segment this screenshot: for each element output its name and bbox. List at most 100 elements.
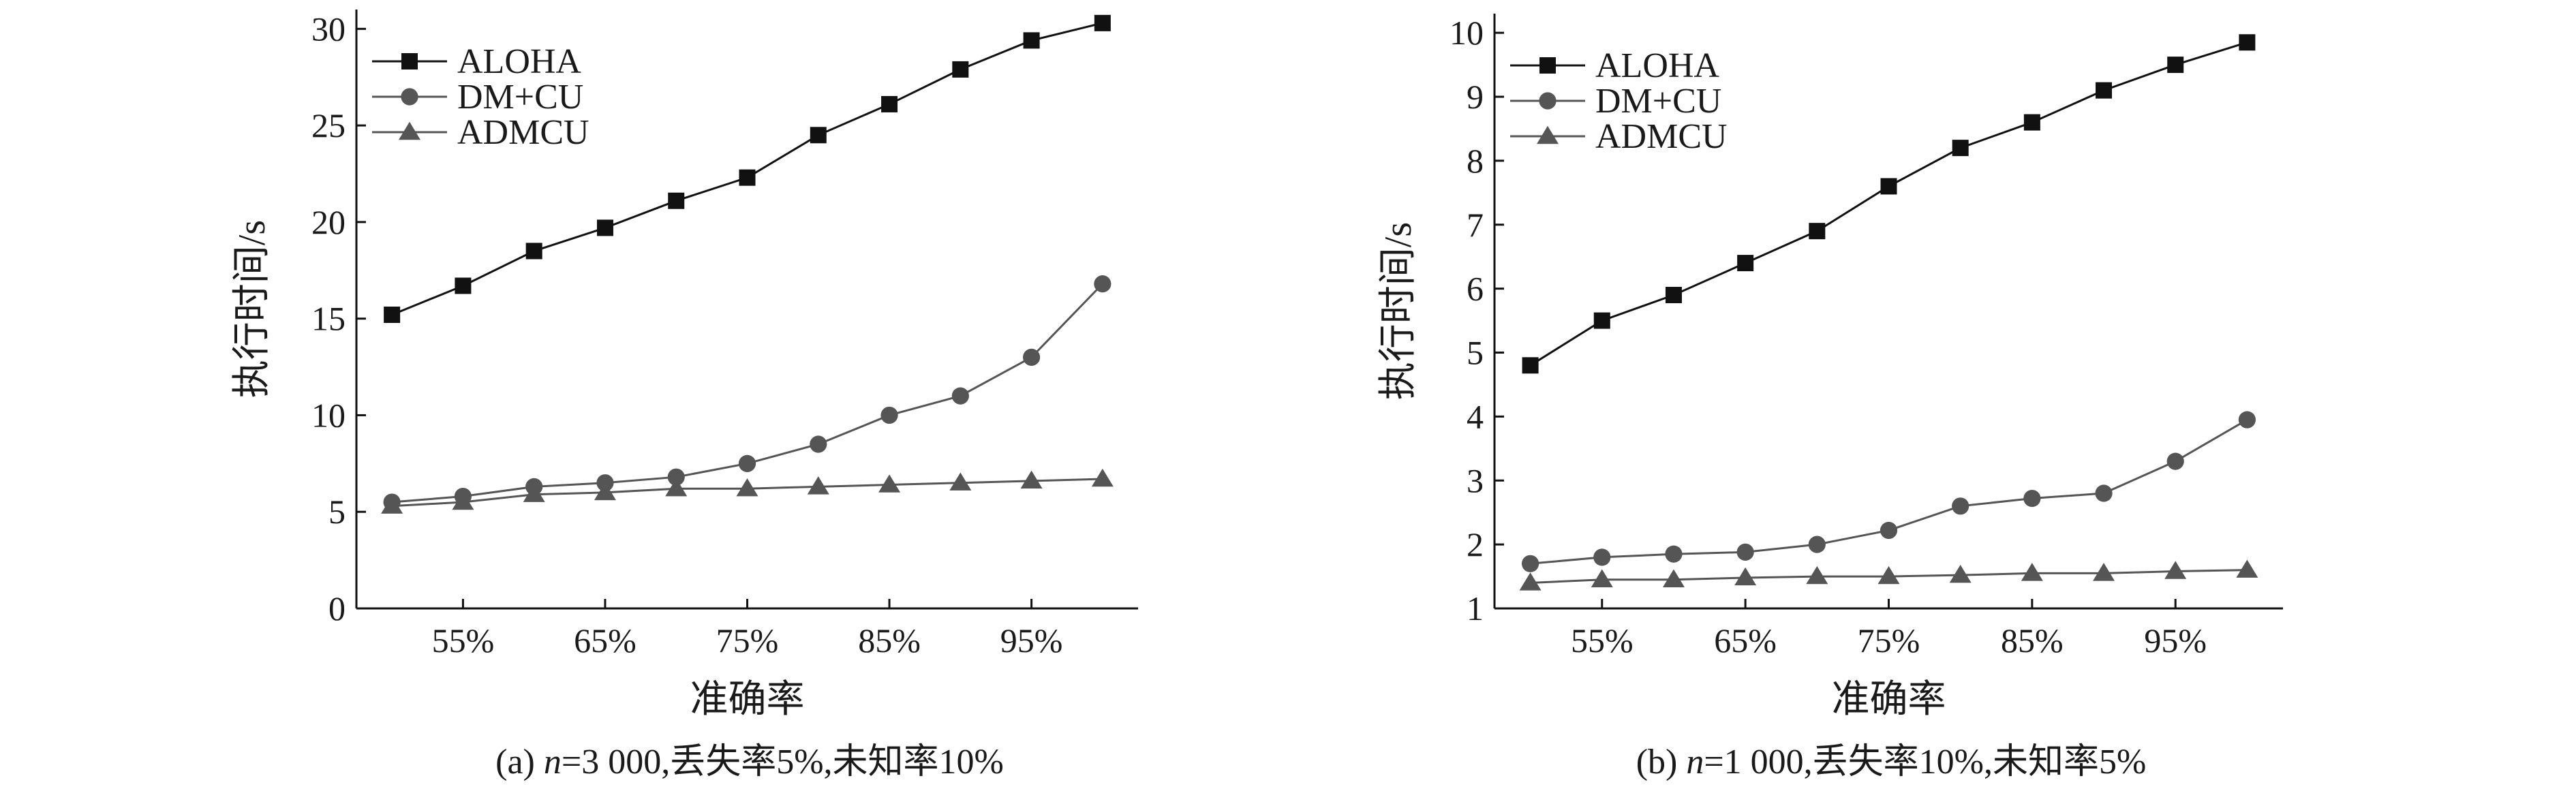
series-dm-cu — [1521, 411, 2256, 572]
data-point — [1521, 555, 1539, 572]
y-tick-label: 25 — [311, 106, 346, 144]
series-admcu — [381, 468, 1114, 514]
legend-marker — [1539, 57, 1556, 74]
data-point — [810, 127, 827, 144]
x-axis-label: 准确率 — [690, 679, 805, 721]
data-point — [455, 277, 472, 294]
y-tick-label: 10 — [311, 396, 346, 434]
data-point — [1952, 497, 1969, 515]
x-tick-label: 85% — [858, 621, 921, 660]
data-point — [2167, 57, 2184, 74]
x-tick-label: 95% — [2144, 621, 2207, 660]
data-point — [2238, 411, 2256, 429]
x-tick-label: 65% — [574, 621, 637, 660]
data-point — [1091, 468, 1114, 487]
data-point — [1665, 287, 1682, 304]
y-tick-label: 6 — [1467, 270, 1484, 308]
data-point — [881, 95, 898, 112]
series-aloha — [1522, 34, 2256, 374]
data-point — [1949, 564, 1972, 583]
data-point — [1593, 548, 1611, 566]
y-tick-label: 1 — [1467, 589, 1484, 627]
data-point — [2021, 563, 2043, 581]
data-point — [594, 482, 616, 501]
data-point — [1737, 255, 1754, 272]
data-point — [738, 454, 756, 472]
data-point — [1880, 521, 1898, 540]
data-point — [1662, 569, 1685, 587]
legend-label: ADMCU — [1595, 117, 1728, 156]
data-point — [665, 478, 688, 497]
legend-marker — [399, 121, 420, 140]
x-tick-label: 75% — [1858, 621, 1920, 660]
data-point — [1522, 357, 1539, 374]
data-point — [736, 478, 758, 497]
data-point — [2023, 489, 2041, 508]
caption-text: =1 000,丢失率10%,未知率5% — [1704, 743, 2146, 781]
data-point — [949, 472, 972, 491]
caption-variable: n — [544, 743, 562, 781]
data-point — [1880, 178, 1897, 195]
x-tick-label: 85% — [2001, 621, 2064, 660]
x-tick-label: 65% — [1714, 621, 1777, 660]
data-point — [523, 484, 545, 502]
data-point — [1809, 223, 1826, 240]
data-point — [2166, 452, 2184, 470]
data-point — [2093, 563, 2115, 581]
data-point — [880, 406, 898, 424]
y-tick-label: 8 — [1467, 142, 1484, 180]
series-admcu — [1519, 559, 2258, 591]
y-tick-label: 0 — [328, 589, 346, 627]
data-point — [952, 61, 969, 78]
data-point — [1734, 567, 1757, 586]
y-tick-label: 7 — [1467, 206, 1484, 244]
data-point — [1736, 543, 1754, 561]
x-tick-label: 95% — [1000, 621, 1063, 660]
data-point — [1877, 565, 1900, 585]
caption-text: =3 000,丢失率5%,未知率10% — [562, 743, 1004, 781]
y-tick-label: 20 — [311, 203, 346, 241]
data-point — [1519, 572, 1542, 591]
data-point — [452, 491, 474, 510]
data-point — [381, 495, 403, 514]
data-point — [667, 468, 685, 486]
data-point — [525, 243, 542, 260]
y-axis-label: 执行时间/s — [231, 220, 273, 398]
series-dm-cu — [383, 275, 1111, 511]
data-point — [1952, 140, 1969, 157]
legend-marker — [401, 88, 418, 106]
data-point — [739, 169, 756, 186]
legend-label: DM+CU — [457, 78, 583, 117]
data-point — [1591, 569, 1613, 587]
legend-marker — [1539, 92, 1557, 110]
data-point — [1808, 536, 1826, 553]
legend-marker — [1537, 125, 1559, 144]
data-point — [807, 476, 829, 495]
y-tick-label: 10 — [1450, 14, 1484, 52]
data-point — [2239, 34, 2256, 51]
data-point — [668, 192, 685, 209]
data-point — [810, 435, 827, 453]
legend-label: ALOHA — [457, 42, 581, 81]
data-point — [2096, 82, 2113, 99]
data-point — [2023, 114, 2040, 131]
y-axis-label: 执行时间/s — [1377, 222, 1420, 400]
legend-marker — [401, 53, 418, 69]
data-point — [1665, 545, 1683, 563]
data-point — [878, 474, 901, 493]
data-point — [951, 387, 969, 405]
data-point — [1022, 348, 1041, 366]
data-point — [1020, 470, 1043, 489]
series-aloha — [384, 14, 1111, 324]
y-tick-label: 30 — [311, 10, 346, 48]
y-tick-label: 9 — [1467, 78, 1484, 116]
data-point — [596, 219, 613, 236]
caption-prefix: (a) — [495, 743, 544, 781]
data-point — [1023, 32, 1040, 49]
caption-prefix: (b) — [1636, 743, 1687, 781]
legend-label: DM+CU — [1595, 82, 1721, 121]
data-point — [2095, 484, 2113, 502]
legend-label: ALOHA — [1595, 46, 1719, 85]
